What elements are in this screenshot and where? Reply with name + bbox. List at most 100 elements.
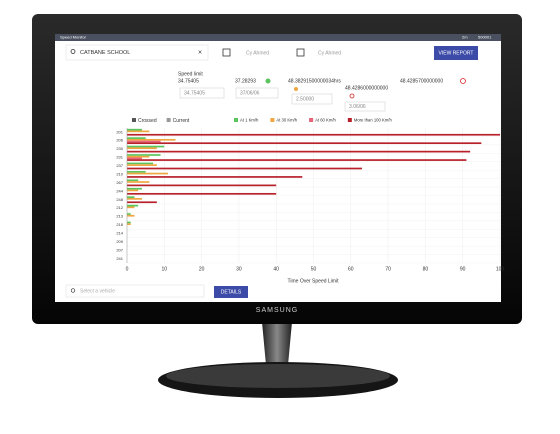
stand-neck — [262, 322, 292, 365]
bar — [127, 142, 482, 145]
y-tick-label: 248 — [116, 197, 123, 202]
y-tick-label: 231 — [116, 155, 123, 160]
bar — [127, 154, 161, 156]
details-label: DETAILS — [221, 289, 242, 295]
status-alert — [349, 93, 355, 99]
y-tick-label: 201 — [116, 129, 123, 134]
y-tick-label: 244 — [116, 188, 123, 193]
legend-swatch[interactable] — [270, 118, 275, 122]
bar — [127, 179, 139, 182]
bar — [127, 137, 146, 139]
details-button[interactable] — [214, 286, 248, 298]
bar — [127, 189, 139, 192]
x-tick-label: 100 — [496, 266, 505, 272]
bar — [127, 130, 150, 133]
legend-swatch[interactable] — [347, 118, 352, 122]
bar — [127, 214, 135, 217]
stat-value: 34.75405 — [178, 78, 199, 84]
date-to[interactable]: Cy Ahmed — [318, 50, 341, 56]
status-alert — [460, 78, 466, 84]
y-tick-label: 237 — [116, 163, 123, 168]
x-tick-label: 60 — [348, 266, 354, 272]
input-text: 37/06/06 — [240, 90, 260, 96]
stat-value: 48.4286000000000 — [345, 85, 388, 91]
status-warn — [294, 87, 298, 91]
app-title: Speed Monitor — [60, 35, 87, 40]
bar — [127, 167, 362, 170]
calendar-icon[interactable] — [222, 48, 231, 57]
stat-label: Speed limit — [178, 71, 203, 77]
bar — [127, 159, 467, 161]
x-tick-label: 90 — [460, 266, 466, 272]
bar — [127, 184, 277, 187]
y-tick-label: 209 — [116, 239, 123, 244]
bar — [127, 162, 154, 165]
input[interactable] — [291, 93, 333, 105]
view-report-button[interactable] — [434, 46, 478, 60]
date-from[interactable]: Cy Ahmed — [246, 50, 269, 56]
search-icon — [70, 49, 76, 54]
user-id: 500001 — [478, 35, 492, 40]
bar — [127, 171, 146, 173]
bar — [127, 150, 471, 153]
legend-swatch[interactable] — [166, 118, 171, 122]
vehicle-search-text: Select a vehicle — [80, 288, 115, 294]
bar — [127, 145, 165, 148]
bar — [127, 164, 157, 166]
bar — [127, 221, 131, 224]
bar — [127, 201, 157, 204]
bar — [127, 138, 176, 141]
legend-swatch[interactable] — [132, 118, 136, 122]
legend-label[interactable]: Current — [173, 118, 190, 124]
x-tick-label: 70 — [385, 266, 391, 272]
bar — [127, 172, 169, 175]
legend-label[interactable]: More than 100 Km/h — [354, 118, 393, 123]
status-ok — [265, 78, 271, 84]
legend-label[interactable]: At 30 Km/h — [276, 118, 297, 123]
legend-swatch[interactable] — [234, 118, 238, 122]
input[interactable] — [235, 87, 279, 99]
bar — [127, 187, 142, 190]
y-tick-label: 230 — [116, 146, 123, 151]
y-tick-label: 218 — [116, 222, 123, 227]
bar — [127, 140, 161, 143]
stat-value: 37.28293 — [235, 78, 256, 84]
bar — [127, 206, 135, 209]
bar — [127, 213, 131, 215]
x-tick-label: 80 — [423, 266, 429, 272]
input-text: 3.06/06 — [349, 104, 366, 110]
search-icon — [70, 288, 76, 293]
stand-base-top — [166, 364, 390, 388]
brand: SAMSUNG — [256, 307, 298, 314]
legend-label[interactable]: At 60 Km/h — [315, 118, 336, 123]
clear-button[interactable]: × — [198, 49, 202, 56]
bar — [127, 157, 142, 160]
x-tick-label: 0 — [126, 266, 129, 272]
input[interactable] — [344, 101, 386, 112]
view-report-label: VIEW REPORT — [439, 50, 474, 56]
bar — [127, 198, 142, 200]
legend-label[interactable]: Crossed — [138, 118, 157, 124]
top-bar — [55, 34, 501, 41]
y-tick-label: 213 — [116, 214, 123, 219]
input[interactable] — [179, 87, 225, 99]
bar — [127, 196, 135, 199]
legend-label[interactable]: At 1 Km/h — [240, 118, 259, 123]
y-tick-label: 214 — [116, 231, 123, 236]
y-tick-label: 207 — [116, 247, 123, 252]
search-box[interactable] — [65, 44, 209, 61]
stat-value: 48.4285700000000 — [400, 78, 443, 84]
bar — [127, 204, 139, 207]
x-tick-label: 50 — [311, 266, 317, 272]
stat-value: 48.38291500000034hrs — [288, 78, 341, 84]
x-tick-label: 40 — [273, 266, 279, 272]
legend-swatch[interactable] — [309, 118, 314, 122]
bar — [127, 223, 131, 226]
vehicle-search[interactable] — [65, 284, 205, 298]
calendar-icon[interactable] — [296, 48, 305, 57]
user: 2m — [462, 35, 468, 40]
input-text: 2.50000 — [296, 96, 314, 102]
y-tick-label: 210 — [116, 171, 123, 176]
